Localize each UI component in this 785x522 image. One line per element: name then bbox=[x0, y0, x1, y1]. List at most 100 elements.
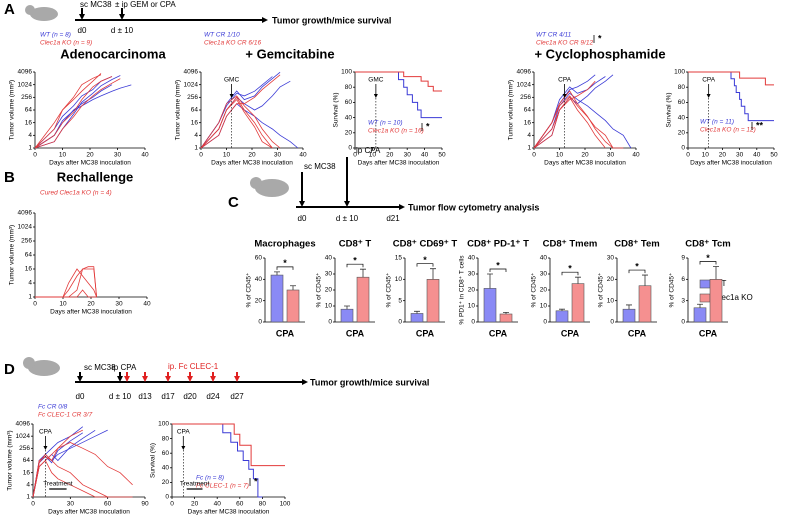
y-tick-label: 0 bbox=[258, 319, 262, 326]
y-tick-label: 1024 bbox=[16, 433, 31, 440]
sig-bracket bbox=[346, 263, 364, 268]
survival-curve bbox=[688, 71, 774, 86]
y-tick-label: 30 bbox=[540, 271, 548, 278]
y-tick-label: 1 bbox=[194, 145, 198, 152]
y-tick-label: 100 bbox=[341, 69, 352, 76]
panel-label: C bbox=[228, 194, 239, 211]
legend-label: Cured Clec1a KO (n = 4) bbox=[40, 190, 112, 197]
y-tick-label: 16 bbox=[25, 119, 33, 126]
day-label: d ± 10 bbox=[109, 392, 132, 401]
error-bar bbox=[697, 303, 703, 308]
y-tick-label: 100 bbox=[674, 69, 685, 76]
y-tick-label: 16 bbox=[25, 266, 33, 273]
mouse-icon bbox=[250, 177, 262, 189]
x-tick-label: 20 bbox=[248, 152, 256, 159]
legend-label: WT CR 1/10 bbox=[204, 32, 240, 39]
chart-title: CD8⁺ Tcm bbox=[685, 239, 731, 250]
x-axis-label: Days after MC38 inoculation bbox=[188, 509, 270, 516]
y-tick-label: 64 bbox=[25, 252, 33, 259]
x-tick-label: 0 bbox=[33, 301, 37, 308]
growth-curve bbox=[35, 289, 97, 298]
x-tick-label: 10 bbox=[223, 152, 231, 159]
y-tick-label: 40 bbox=[162, 465, 170, 472]
panel-label: A bbox=[4, 1, 15, 18]
significance: * bbox=[283, 258, 287, 268]
legend-label: Fc CR 0/8 bbox=[38, 404, 68, 411]
growth-curve bbox=[533, 92, 632, 149]
error-bar bbox=[344, 305, 350, 310]
significance: * bbox=[353, 256, 357, 266]
significance: ** bbox=[756, 120, 764, 130]
day-label: d0 bbox=[76, 392, 85, 401]
category-label: CPA bbox=[276, 328, 295, 338]
x-tick-label: 20 bbox=[191, 501, 199, 508]
y-tick-label: 30 bbox=[607, 255, 615, 262]
x-tick-label: 10 bbox=[702, 152, 710, 159]
y-tick-label: 10 bbox=[607, 297, 615, 304]
error-bar bbox=[559, 308, 565, 311]
y-tick-label: 4 bbox=[527, 132, 531, 139]
bar bbox=[622, 308, 636, 323]
y-tick-label: 20 bbox=[345, 130, 353, 137]
x-tick-label: 0 bbox=[353, 152, 357, 159]
significance: * bbox=[706, 253, 710, 263]
y-tick-label: 1 bbox=[28, 294, 32, 301]
y-tick-label: 4 bbox=[28, 280, 32, 287]
timeline-a: sc MC38 ± ip GEM or CPA d0 d ± 10 Tumor … bbox=[25, 0, 391, 35]
y-tick-label: 20 bbox=[162, 479, 170, 486]
x-tick-label: 10 bbox=[369, 152, 377, 159]
y-tick-label: 256 bbox=[520, 94, 531, 101]
day-label: d21 bbox=[386, 214, 400, 223]
bar bbox=[709, 279, 723, 323]
annotation: CPA bbox=[702, 77, 716, 84]
growth-curve bbox=[200, 74, 281, 149]
y-axis-label: % of CD45⁺ bbox=[386, 272, 393, 307]
y-tick-label: 256 bbox=[19, 445, 30, 452]
legend-label: Fc CLEC-1 (n = 7) bbox=[196, 483, 249, 490]
y-tick-label: 80 bbox=[345, 84, 353, 91]
x-axis-label: Days after MC38 inoculation bbox=[690, 160, 772, 167]
y-tick-label: 4096 bbox=[184, 69, 199, 76]
category-label: CPA bbox=[561, 328, 580, 338]
error-bar bbox=[626, 304, 632, 310]
y-axis-label: Survival (%) bbox=[150, 443, 157, 478]
sig-bracket bbox=[489, 268, 507, 272]
x-tick-label: 40 bbox=[421, 152, 429, 159]
sig-bracket bbox=[699, 261, 717, 265]
x-tick-label: 40 bbox=[753, 152, 761, 159]
y-tick-label: 4096 bbox=[16, 421, 31, 428]
x-tick-label: 40 bbox=[299, 152, 307, 159]
y-tick-label: 9 bbox=[681, 255, 685, 262]
y-tick-label: 1024 bbox=[18, 81, 33, 88]
error-bar bbox=[360, 268, 366, 278]
y-tick-label: 40 bbox=[468, 255, 476, 262]
category-label: CPA bbox=[628, 328, 647, 338]
y-tick-label: 4096 bbox=[18, 210, 33, 217]
legend-label: WT CR 4/11 bbox=[536, 32, 572, 39]
y-tick-label: 0 bbox=[165, 494, 169, 501]
y-tick-label: 1024 bbox=[517, 81, 532, 88]
legend-label: Fc (n = 8) bbox=[196, 475, 224, 482]
y-tick-label: 20 bbox=[540, 287, 548, 294]
y-tick-label: 256 bbox=[21, 238, 32, 245]
x-tick-label: 60 bbox=[236, 501, 244, 508]
x-tick-label: 10 bbox=[556, 152, 564, 159]
y-tick-label: 16 bbox=[191, 119, 199, 126]
bar bbox=[638, 285, 652, 323]
y-tick-label: 30 bbox=[325, 271, 333, 278]
error-bar bbox=[487, 273, 493, 289]
y-tick-label: 10 bbox=[325, 303, 333, 310]
legend-swatch bbox=[699, 293, 711, 303]
survival-curve bbox=[355, 71, 442, 92]
growth-curve bbox=[533, 80, 596, 149]
significance: * bbox=[423, 255, 427, 265]
y-tick-label: 20 bbox=[678, 130, 686, 137]
sig-bracket bbox=[561, 271, 579, 276]
panel-label: B bbox=[4, 169, 15, 186]
x-tick-label: 40 bbox=[141, 152, 149, 159]
growth-curve bbox=[32, 459, 133, 498]
y-tick-label: 60 bbox=[162, 450, 170, 457]
x-axis-label: Days after MC38 inoculation bbox=[49, 160, 131, 167]
y-axis-label: Tumor volume (mm³) bbox=[7, 430, 14, 490]
